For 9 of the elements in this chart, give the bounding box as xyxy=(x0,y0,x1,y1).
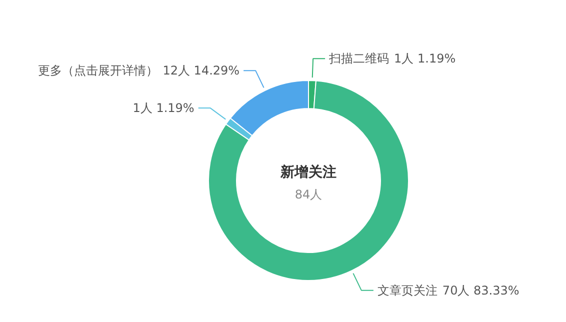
slice-label: 文章页关注 xyxy=(377,283,438,298)
text: 新增关注 xyxy=(280,164,336,180)
data-label: 1人 1.19% xyxy=(132,101,194,116)
slice-label: 更多（点击展开详情） xyxy=(38,64,158,78)
data-label: 1人 1.19% xyxy=(394,52,456,66)
text: 84人 xyxy=(294,188,322,202)
data-label: 70人 83.33% xyxy=(442,283,520,298)
data-label: 12人 14.29% xyxy=(162,64,240,78)
slice-label: 扫描二维码 xyxy=(328,52,390,66)
